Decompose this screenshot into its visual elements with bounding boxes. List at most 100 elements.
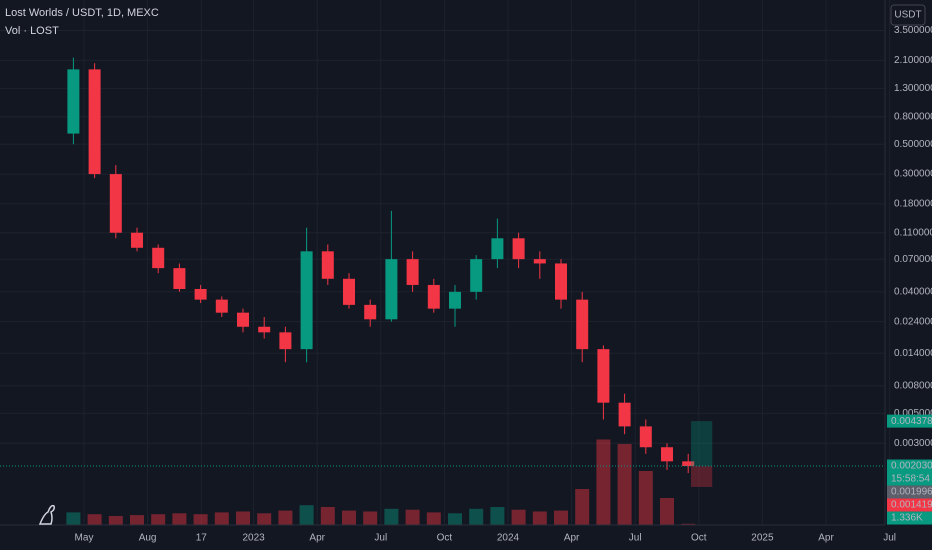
- volume-bar: [320, 507, 335, 525]
- candle-body: [385, 259, 398, 320]
- candle-body: [343, 278, 355, 305]
- countdown: 15:58:54: [891, 474, 930, 485]
- stop-label-box: [887, 498, 932, 512]
- y-tick-label: 0.070000: [894, 254, 932, 265]
- candle-body: [449, 291, 461, 309]
- candle-body: [173, 268, 186, 289]
- candle-body: [555, 263, 567, 300]
- x-tick-label: 2024: [497, 533, 520, 544]
- x-tick-label: Apr: [818, 533, 834, 544]
- volume-bar: [617, 444, 632, 525]
- candle-body: [109, 174, 122, 233]
- candle-body: [152, 247, 165, 269]
- volume-bar: [193, 514, 208, 525]
- prev-close-label: 0.001996: [891, 487, 932, 498]
- logo: [38, 504, 55, 525]
- y-tick-label: 0.003000: [894, 438, 932, 449]
- x-tick-label: 2023: [242, 533, 265, 544]
- volume-bar: [342, 510, 356, 525]
- y-tick-label: 0.110000: [894, 227, 932, 238]
- candle-body: [88, 69, 101, 175]
- y-tick-label: 0.014000: [894, 348, 932, 359]
- volume-bar: [596, 439, 611, 525]
- volume-bar: [66, 512, 81, 525]
- y-tick-label: 0.005000: [894, 408, 932, 419]
- y-tick-label: 2.100000: [894, 55, 932, 66]
- volume-title: Vol · LOST: [5, 25, 59, 37]
- candle-body: [639, 426, 652, 448]
- x-tick-label: Oct: [691, 533, 707, 544]
- volume-bar: [278, 510, 293, 525]
- candle-body: [237, 312, 249, 327]
- volume-bar: [660, 498, 674, 525]
- volume-bar: [448, 513, 462, 525]
- volume-label-box: [887, 511, 932, 525]
- y-tick-label: 0.300000: [894, 169, 932, 180]
- target-label: 0.004378: [891, 416, 932, 427]
- x-tick-label: 2025: [751, 533, 774, 544]
- candle-body: [597, 349, 610, 403]
- entry-label-box: [887, 459, 932, 486]
- currency-button-label[interactable]: USDT: [894, 10, 921, 21]
- candle-body: [491, 238, 504, 260]
- x-tick-label: Aug: [139, 533, 157, 544]
- volume-bar: [236, 511, 250, 525]
- volume-bar: [108, 516, 123, 525]
- x-tick-label: Oct: [437, 533, 453, 544]
- candle-body: [661, 447, 673, 462]
- candle-body: [470, 259, 483, 292]
- x-tick-label: Jul: [883, 533, 896, 544]
- volume-label: 1.336K: [891, 513, 923, 524]
- candle-body: [364, 304, 377, 320]
- candle-body: [533, 259, 546, 264]
- volume-bar: [681, 523, 696, 525]
- currency-button[interactable]: [890, 4, 926, 26]
- volume-bar: [130, 515, 144, 525]
- volume-bar: [384, 508, 399, 525]
- candle-body: [618, 402, 631, 427]
- target-zone: [691, 421, 713, 467]
- candle-body: [194, 288, 207, 300]
- volume-bar: [151, 514, 166, 525]
- candle-body: [682, 461, 695, 467]
- x-tick-label: Jul: [629, 533, 642, 544]
- candle-body: [215, 299, 228, 313]
- volume-bar: [469, 508, 484, 525]
- volume-bar: [426, 512, 441, 525]
- volume-bar: [214, 512, 229, 525]
- y-tick-label: 0.500000: [894, 139, 932, 150]
- x-tick-label: Apr: [309, 533, 325, 544]
- entry-label: 0.002030: [891, 461, 932, 472]
- volume-bar: [554, 510, 568, 525]
- y-tick-label: 1.300000: [894, 83, 932, 94]
- volume-bar: [299, 505, 314, 525]
- volume-bar: [575, 489, 590, 525]
- volume-bar: [363, 511, 378, 525]
- stop-label: 0.001419: [891, 500, 932, 511]
- y-tick-label: 0.040000: [894, 286, 932, 297]
- volume-bar: [532, 511, 547, 525]
- candle-body: [321, 251, 334, 279]
- candle-body: [279, 332, 292, 350]
- candle-body: [300, 251, 313, 350]
- candle-body: [67, 69, 80, 134]
- candle-body: [258, 326, 271, 333]
- y-tick-label: 0.800000: [894, 111, 932, 122]
- volume-bar: [490, 507, 505, 525]
- candle-body: [406, 259, 419, 285]
- x-tick-label: May: [75, 533, 94, 544]
- volume-bar: [405, 509, 420, 525]
- stop-zone: [691, 466, 713, 487]
- candle-body: [512, 238, 525, 260]
- symbol-title: Lost Worlds / USDT, 1D, MEXC: [5, 7, 159, 19]
- x-tick-label: Jul: [374, 533, 387, 544]
- y-tick-label: 0.180000: [894, 199, 932, 210]
- y-tick-label: 0.008000: [894, 381, 932, 392]
- volume-bar: [257, 513, 272, 525]
- volume-bar: [172, 513, 187, 525]
- prev-close-label-box: [887, 485, 932, 499]
- candle-body: [427, 284, 440, 309]
- candle-body: [576, 299, 589, 350]
